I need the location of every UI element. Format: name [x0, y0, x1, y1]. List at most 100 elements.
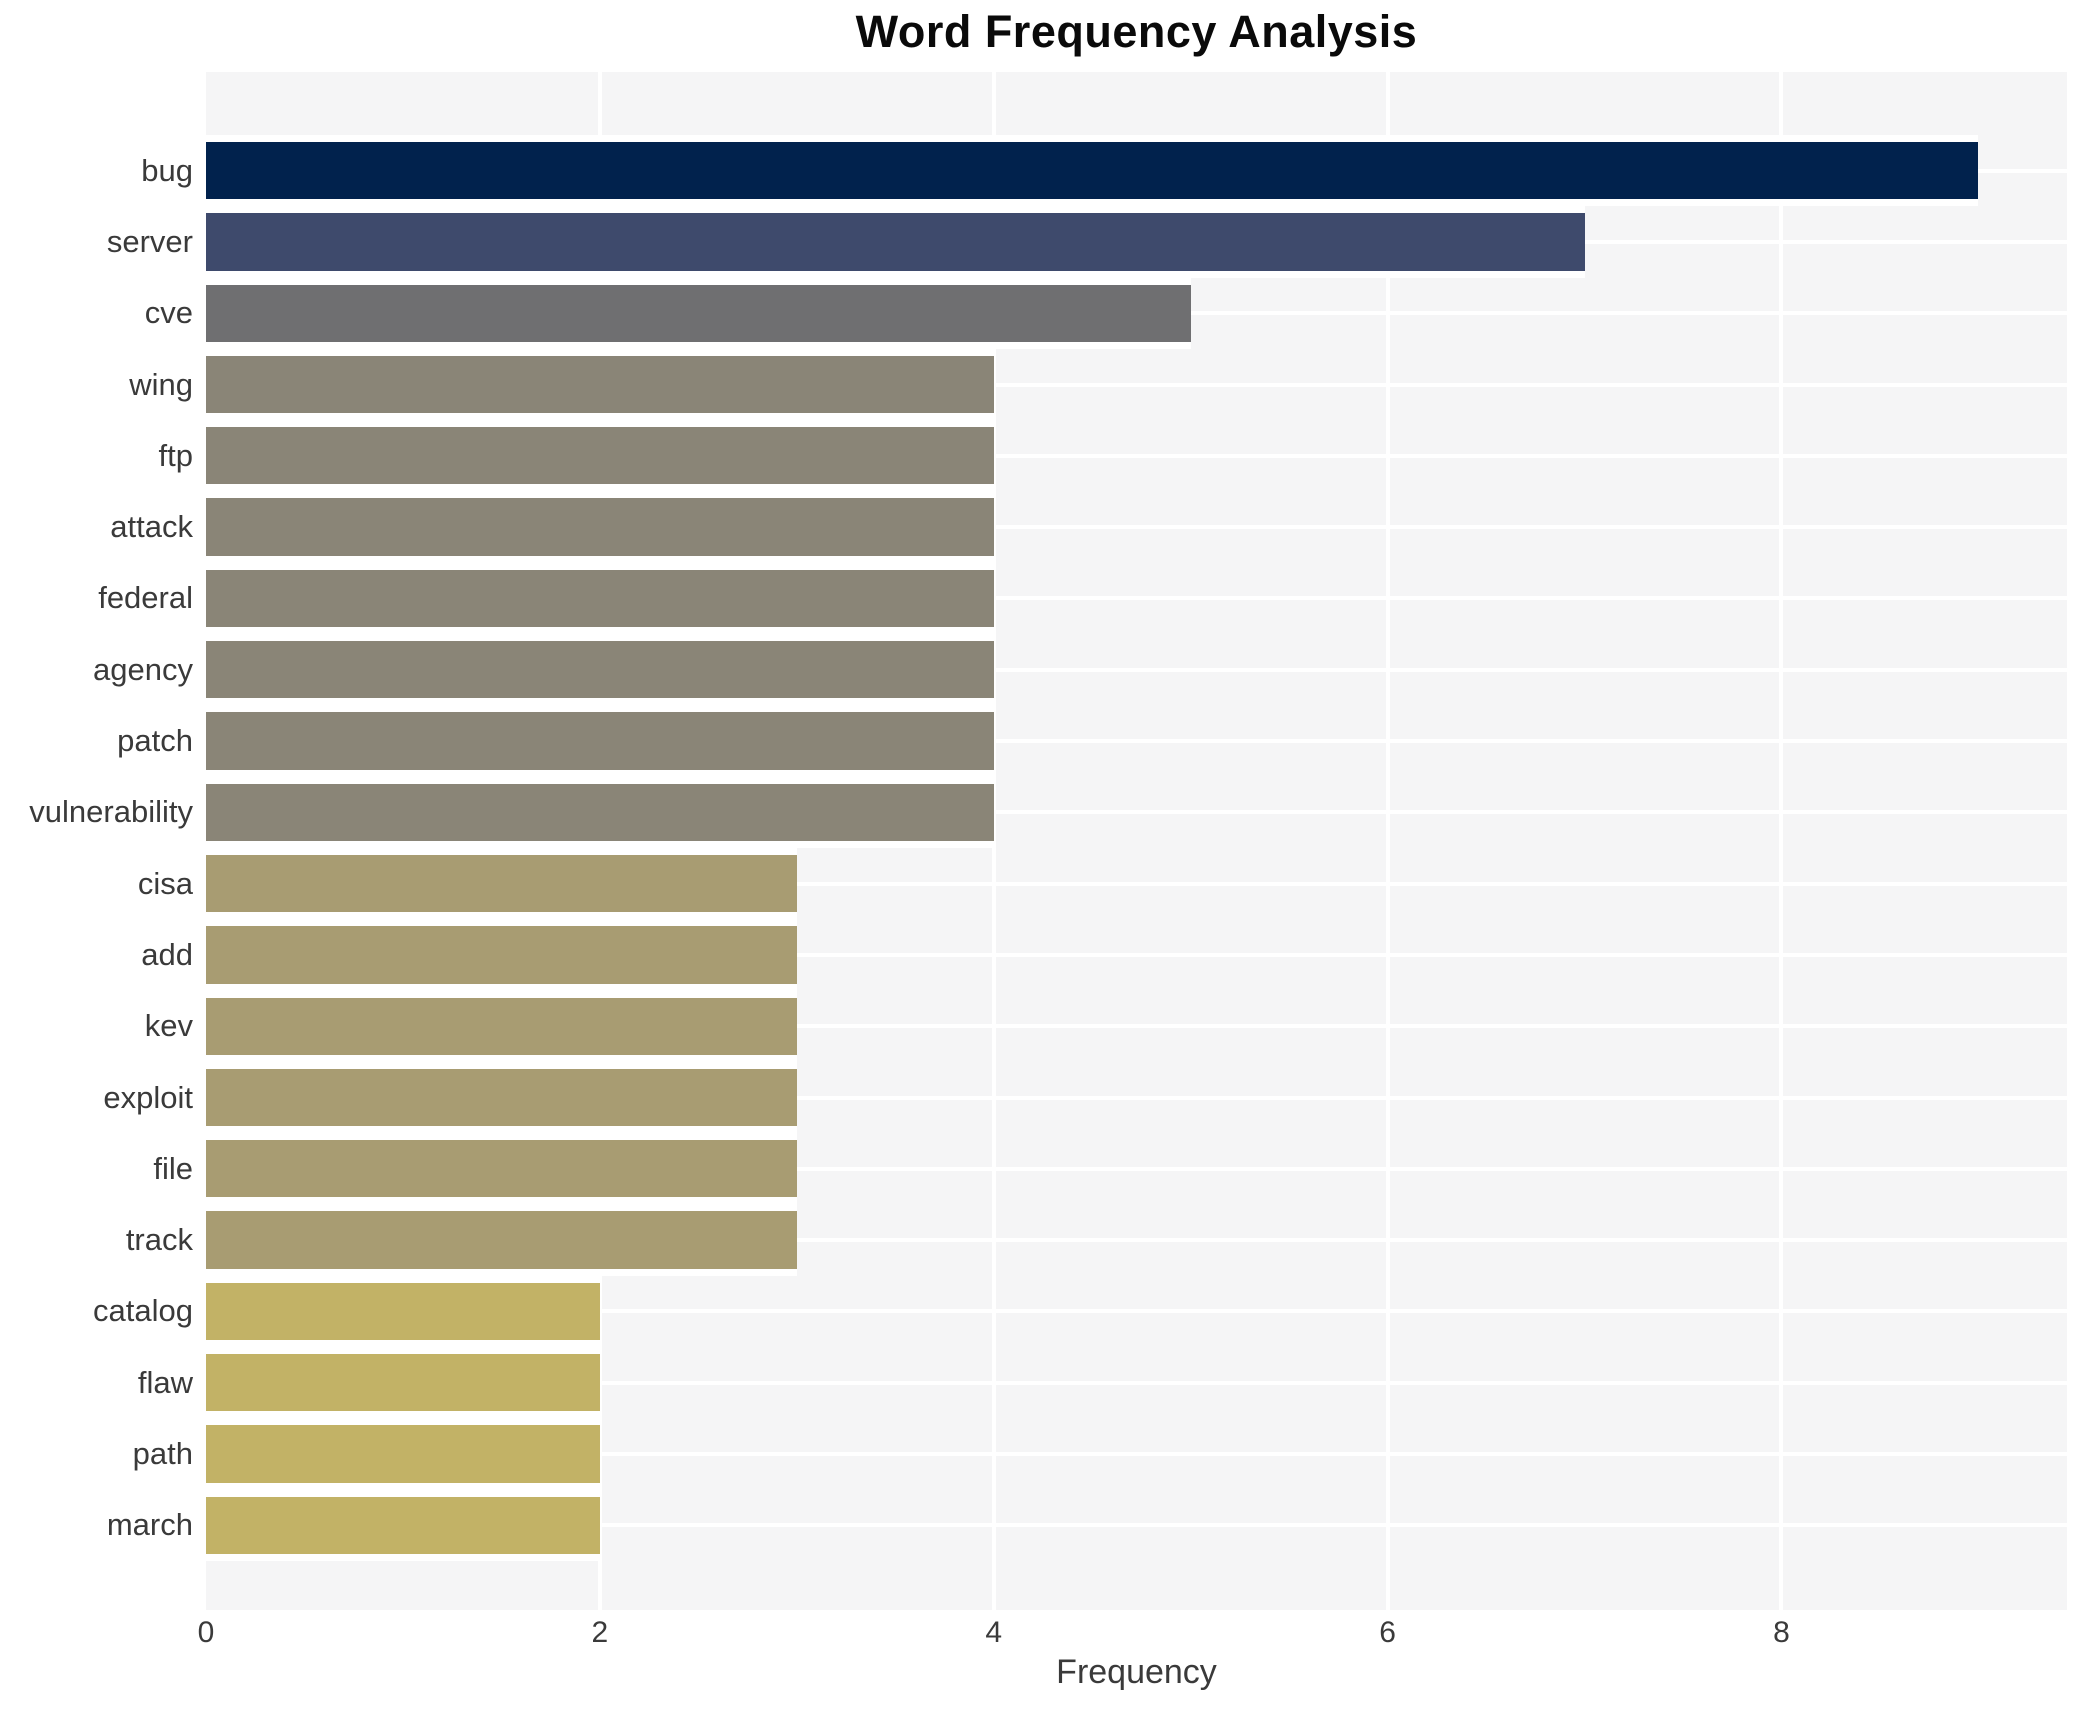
bar-row: flaw [0, 1347, 2067, 1419]
bar-row: add [0, 919, 2067, 991]
category-label: track [125, 1222, 193, 1258]
category-label: flaw [137, 1364, 193, 1400]
bar [206, 420, 994, 492]
bar [206, 135, 1979, 207]
bar [206, 1204, 797, 1276]
bar-track [206, 919, 2067, 991]
bar-track [206, 1418, 2067, 1490]
category-label: cisa [137, 865, 193, 901]
bar-track [206, 206, 2067, 278]
bar-row: ftp [0, 420, 2067, 492]
bar-row: cisa [0, 847, 2067, 920]
category-label: kev [144, 1008, 193, 1044]
bar-row: cve [0, 277, 2067, 349]
bar [206, 705, 994, 777]
row-gridline [206, 881, 2067, 886]
bar [206, 206, 1585, 278]
bar [206, 1418, 600, 1490]
row-gridline [206, 596, 2067, 601]
bar [206, 990, 797, 1062]
bar-row: vulnerability [0, 776, 2067, 848]
bar [206, 1133, 797, 1205]
bar-row: bug [0, 135, 2067, 207]
row-gridline [206, 453, 2067, 458]
bar-track [206, 1347, 2067, 1419]
x-tick-label: 4 [985, 1616, 1003, 1649]
category-label: add [141, 936, 193, 972]
row-gridline [206, 1523, 2067, 1528]
row-gridline [206, 952, 2067, 957]
bar-row: march [0, 1489, 2067, 1561]
row-gridline [206, 1024, 2067, 1029]
bar-row: path [0, 1418, 2067, 1490]
bar-row: federal [0, 562, 2067, 635]
row-gridline [206, 810, 2067, 815]
bar-track [206, 634, 2067, 706]
category-label: cve [144, 295, 193, 331]
x-tick-label: 6 [1379, 1616, 1396, 1649]
row-gridline [206, 1309, 2067, 1314]
v-gridline [991, 72, 996, 1610]
x-tick-label: 8 [1773, 1616, 1790, 1649]
category-label: exploit [103, 1079, 193, 1115]
row-gridline [206, 1166, 2067, 1171]
bar-track [206, 420, 2067, 492]
bar-track [206, 277, 2067, 349]
bar-track [206, 705, 2067, 777]
bar-row: file [0, 1133, 2067, 1205]
bar [206, 1489, 600, 1561]
category-label: catalog [93, 1293, 193, 1329]
bar [206, 1347, 600, 1419]
row-gridline [206, 1380, 2067, 1385]
bar-row: agency [0, 634, 2067, 706]
x-axis-label: Frequency [1056, 1653, 1217, 1691]
bar-track [206, 491, 2067, 563]
bar [206, 847, 797, 920]
bar [206, 919, 797, 991]
row-gridline [206, 382, 2067, 387]
bar-track [206, 1133, 2067, 1205]
bar-track [206, 1061, 2067, 1134]
bar [206, 634, 994, 706]
category-label: server [106, 223, 193, 259]
bar-row: wing [0, 348, 2067, 421]
x-tick-label: 2 [591, 1616, 609, 1649]
category-label: wing [129, 366, 193, 402]
category-label: attack [110, 509, 193, 545]
category-label: vulnerability [29, 794, 193, 830]
bar-track [206, 847, 2067, 920]
bar-track [206, 1275, 2067, 1348]
row-gridline [206, 739, 2067, 744]
bar [206, 776, 994, 848]
bar [206, 491, 994, 563]
row-gridline [206, 525, 2067, 530]
bar-row: exploit [0, 1061, 2067, 1134]
row-gridline [206, 1095, 2067, 1100]
category-label: path [132, 1435, 193, 1471]
bar-row: track [0, 1204, 2067, 1276]
bar-row: patch [0, 705, 2067, 777]
category-label: federal [98, 580, 193, 616]
bar-row: kev [0, 990, 2067, 1062]
category-label: file [153, 1150, 193, 1186]
bar [206, 277, 1191, 349]
bar [206, 562, 994, 635]
category-label: bug [141, 152, 193, 188]
bar-track [206, 562, 2067, 635]
category-label: march [106, 1507, 193, 1543]
bar-track [206, 776, 2067, 848]
bar-track [206, 348, 2067, 421]
x-tick-label: 0 [197, 1616, 215, 1649]
bar-row: attack [0, 491, 2067, 563]
v-gridline [1385, 72, 1390, 1610]
bar [206, 1275, 600, 1348]
bar-rows-container: bug server cve wing ftp attack federal agency pa… [0, 72, 2067, 1610]
v-gridline [1779, 72, 1784, 1610]
category-label: patch [117, 723, 193, 759]
bar-track [206, 990, 2067, 1062]
row-gridline [206, 1451, 2067, 1456]
bar-track [206, 1204, 2067, 1276]
category-label: ftp [158, 437, 193, 473]
chart-title: Word Frequency Analysis [855, 6, 1418, 57]
